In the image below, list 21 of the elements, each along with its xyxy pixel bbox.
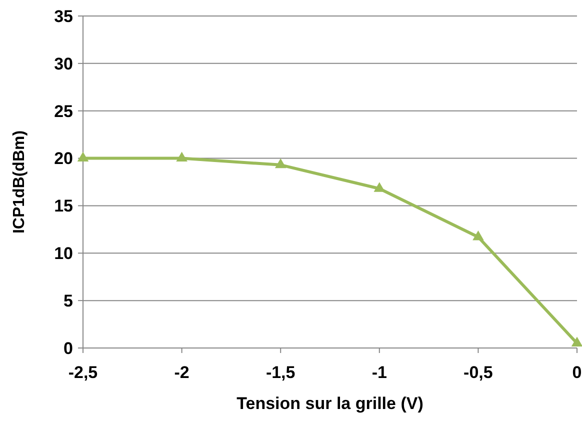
y-tick-label: 0 [64, 338, 73, 358]
y-tick-label: 10 [54, 244, 73, 264]
point [77, 152, 89, 162]
x-tick-label: -1 [372, 363, 387, 382]
point [472, 230, 484, 240]
x-tick-label: -2 [174, 363, 190, 382]
y-tick-label: 20 [54, 149, 73, 168]
x-tick-label: 0 [572, 363, 582, 382]
x-tick-label: -1,5 [266, 363, 296, 382]
x-tick-label: -0,5 [464, 363, 493, 382]
y-tick-label: 35 [54, 6, 73, 26]
point [274, 158, 286, 168]
x-axis-title: Tension sur la grille (V) [236, 394, 424, 413]
y-tick-label: 25 [54, 102, 73, 121]
y-tick-label: 15 [54, 196, 73, 216]
y-axis-title: ICP1dB(dBm) [11, 130, 28, 234]
point [176, 152, 188, 162]
y-tick-label: 30 [54, 54, 73, 74]
x-tick-label: -2,5 [68, 363, 98, 382]
y-tick-label: 5 [64, 292, 73, 311]
point [571, 336, 582, 347]
